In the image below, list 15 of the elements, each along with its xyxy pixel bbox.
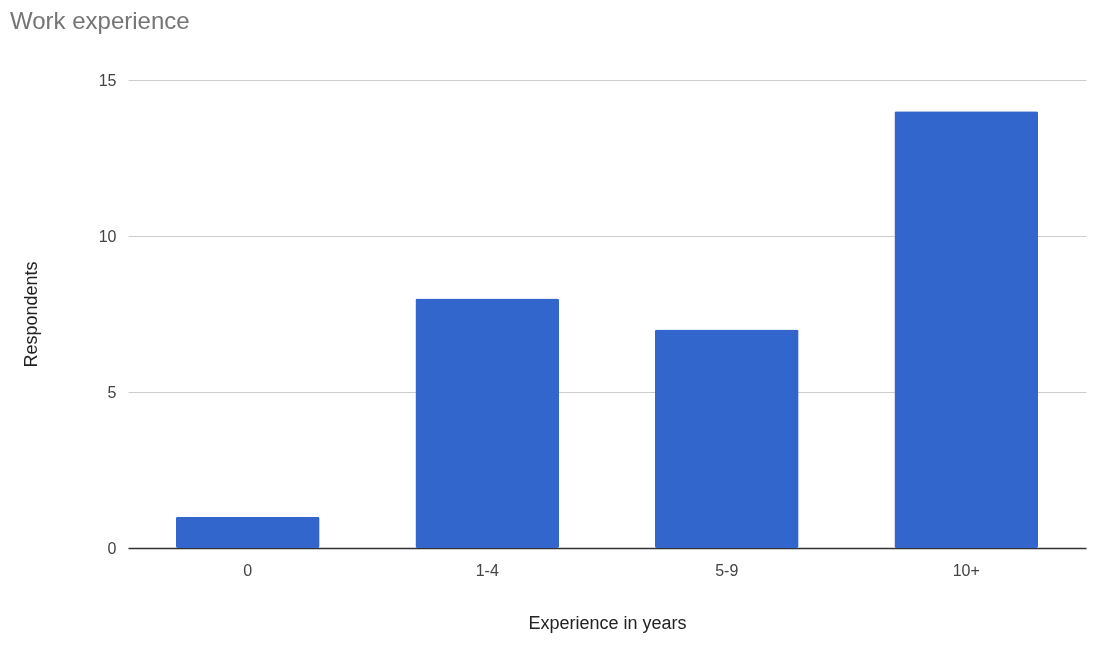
x-axis-title: Experience in years	[528, 612, 687, 633]
bar	[894, 111, 1039, 548]
chart-title: Work experience	[10, 7, 190, 34]
x-tick-label: 10+	[952, 561, 980, 579]
bar	[175, 516, 320, 548]
x-tick-label: 1-4	[475, 561, 499, 579]
x-tick-label: 0	[243, 561, 253, 579]
y-tick-label: 10	[98, 227, 117, 245]
y-tick-label: 0	[107, 539, 117, 557]
bar	[415, 298, 560, 548]
bar	[654, 329, 799, 548]
y-tick-label: 15	[98, 71, 117, 89]
x-tick-label: 5-9	[715, 561, 739, 579]
y-axis-title: Respondents	[20, 261, 41, 368]
y-tick-label: 5	[107, 383, 117, 401]
